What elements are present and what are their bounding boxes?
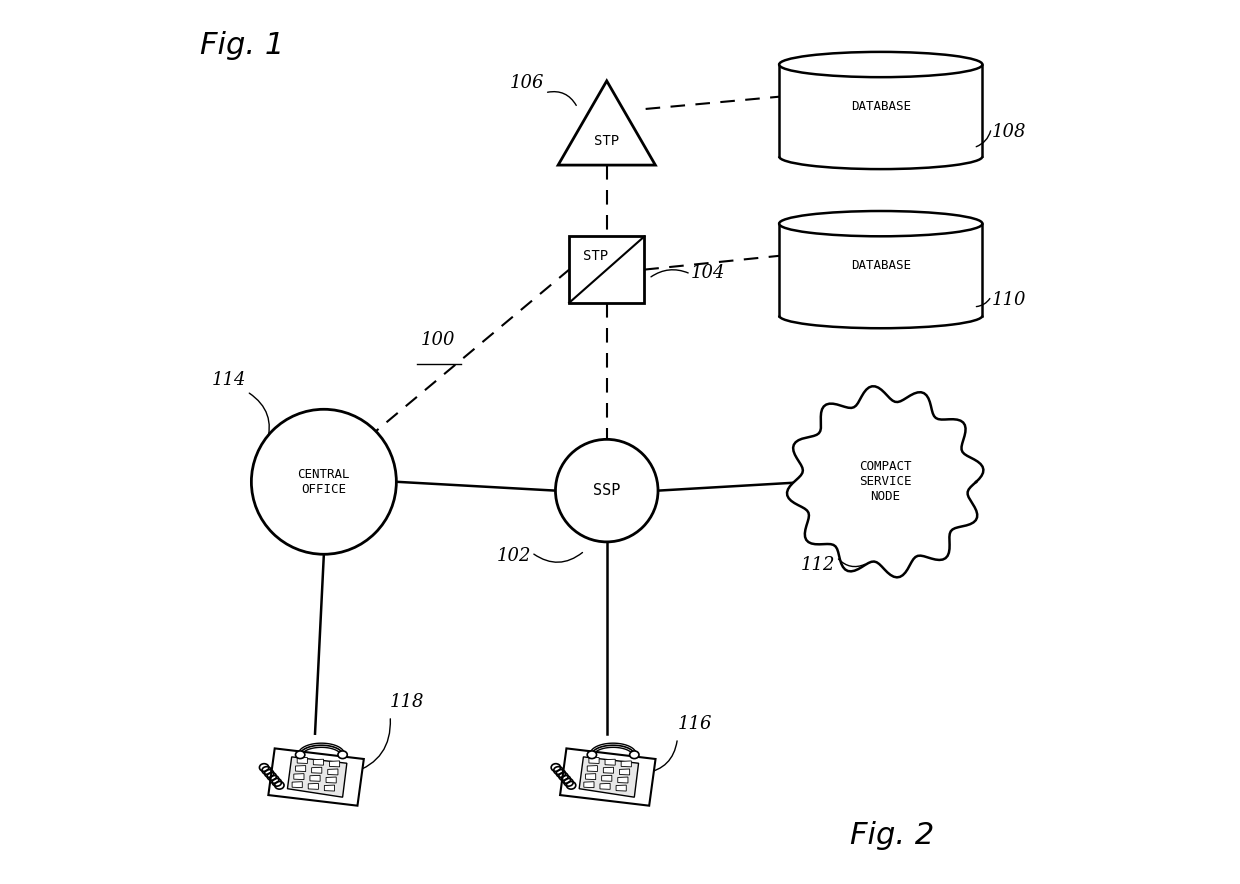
- Text: 112: 112: [801, 556, 836, 575]
- Text: STP: STP: [583, 249, 608, 263]
- Polygon shape: [327, 769, 339, 775]
- Polygon shape: [605, 759, 615, 766]
- Polygon shape: [779, 224, 982, 316]
- Text: 102: 102: [496, 547, 531, 566]
- Ellipse shape: [339, 751, 347, 758]
- Polygon shape: [311, 767, 322, 774]
- Text: 108: 108: [991, 123, 1025, 141]
- Polygon shape: [295, 766, 306, 772]
- Polygon shape: [620, 769, 630, 775]
- Polygon shape: [601, 775, 611, 781]
- Polygon shape: [288, 757, 347, 797]
- Polygon shape: [589, 758, 599, 764]
- Text: SSP: SSP: [593, 484, 620, 498]
- Polygon shape: [309, 783, 319, 789]
- Text: 116: 116: [677, 715, 712, 734]
- Polygon shape: [604, 767, 614, 774]
- Polygon shape: [585, 774, 595, 780]
- Polygon shape: [560, 749, 656, 805]
- Polygon shape: [293, 781, 303, 788]
- Text: STP: STP: [594, 134, 619, 149]
- Polygon shape: [330, 761, 340, 766]
- Polygon shape: [579, 757, 639, 797]
- Polygon shape: [616, 785, 626, 791]
- Ellipse shape: [630, 751, 639, 758]
- Text: 114: 114: [212, 370, 246, 389]
- Text: DATABASE: DATABASE: [851, 100, 910, 112]
- Text: 104: 104: [691, 264, 725, 283]
- Ellipse shape: [779, 211, 982, 236]
- Circle shape: [556, 439, 658, 542]
- Polygon shape: [298, 758, 308, 764]
- Polygon shape: [268, 749, 363, 805]
- Polygon shape: [310, 775, 320, 781]
- Text: 100: 100: [422, 331, 455, 349]
- Polygon shape: [618, 777, 627, 783]
- Circle shape: [252, 409, 397, 554]
- Text: 118: 118: [391, 693, 424, 712]
- Text: COMPACT
SERVICE
NODE: COMPACT SERVICE NODE: [859, 461, 911, 503]
- Text: Fig. 2: Fig. 2: [849, 821, 934, 850]
- Text: 106: 106: [510, 74, 544, 93]
- Text: Fig. 1: Fig. 1: [200, 31, 284, 60]
- Ellipse shape: [588, 751, 596, 758]
- Ellipse shape: [295, 751, 305, 758]
- Polygon shape: [325, 785, 335, 791]
- Text: DATABASE: DATABASE: [851, 259, 910, 271]
- Polygon shape: [294, 774, 304, 780]
- Polygon shape: [600, 783, 610, 789]
- Polygon shape: [584, 781, 594, 788]
- Polygon shape: [787, 386, 983, 577]
- Polygon shape: [779, 65, 982, 156]
- Polygon shape: [314, 759, 324, 766]
- Polygon shape: [569, 236, 645, 302]
- Ellipse shape: [779, 52, 982, 77]
- Polygon shape: [326, 777, 336, 783]
- Polygon shape: [588, 766, 598, 772]
- Polygon shape: [621, 761, 631, 766]
- Text: 110: 110: [991, 291, 1025, 309]
- Text: CENTRAL
OFFICE: CENTRAL OFFICE: [298, 468, 350, 496]
